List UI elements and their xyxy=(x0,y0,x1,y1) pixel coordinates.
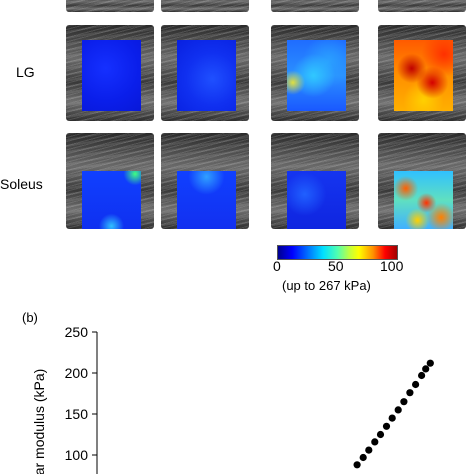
stiffness-map-lg-4 xyxy=(394,40,453,111)
panel-b-label: (b) xyxy=(22,310,38,325)
stiffness-map-soleus-3 xyxy=(287,171,346,229)
colorbar-range-note: (up to 267 kPa) xyxy=(282,278,371,293)
data-point xyxy=(371,438,379,446)
row-label-lg: LG xyxy=(16,64,35,80)
y-tick-label: 100 xyxy=(65,447,89,463)
y-axis-ticks: 100 150 200 250 xyxy=(65,324,97,463)
stiffness-map-soleus-4 xyxy=(394,171,453,229)
data-point xyxy=(365,446,373,454)
data-point xyxy=(382,422,391,430)
row-label-soleus: Soleus xyxy=(0,176,43,192)
y-tick-label: 200 xyxy=(65,365,89,381)
data-point xyxy=(394,406,402,414)
panel-lg-col1 xyxy=(66,25,154,121)
stiffness-map-soleus-2 xyxy=(177,171,236,229)
panel-lg-col2 xyxy=(161,25,249,121)
colorbar-tick-100: 100 xyxy=(380,258,404,274)
data-point xyxy=(388,414,396,422)
data-point xyxy=(406,389,414,397)
colorbar-tick-0: 0 xyxy=(273,258,281,274)
data-point xyxy=(353,461,361,469)
stiffness-map-lg-2 xyxy=(177,40,236,111)
data-point xyxy=(412,380,420,389)
panel-lg-col3 xyxy=(271,25,359,121)
panel-lg-col4 xyxy=(378,25,466,121)
panel-soleus-col2 xyxy=(161,133,249,229)
data-point xyxy=(418,371,426,380)
panel-row1-col3 xyxy=(271,0,359,12)
panel-row1-col2 xyxy=(161,0,249,12)
colorbar xyxy=(277,245,398,260)
panel-soleus-col4 xyxy=(378,133,466,229)
data-point xyxy=(400,398,408,406)
data-point xyxy=(359,453,367,462)
data-points xyxy=(353,359,434,469)
y-tick-label: 250 xyxy=(65,324,89,340)
stiffness-map-soleus-1 xyxy=(82,171,141,229)
y-tick-label: 150 xyxy=(65,406,89,422)
stiffness-map-lg-3 xyxy=(287,40,346,111)
data-point xyxy=(422,365,430,373)
panel-row1-col1 xyxy=(66,0,154,12)
panel-soleus-col3 xyxy=(271,133,359,229)
data-point xyxy=(426,359,434,367)
data-point xyxy=(376,430,385,439)
colorbar-tick-50: 50 xyxy=(328,258,344,274)
panel-row1-col4 xyxy=(378,0,466,12)
shear-modulus-scatter-plot: 100 150 200 250 ar modulus (kPa) xyxy=(31,324,434,474)
y-axis-label: ar modulus (kPa) xyxy=(31,369,47,474)
panel-soleus-col1 xyxy=(66,133,154,229)
stiffness-map-lg-1 xyxy=(82,40,141,111)
